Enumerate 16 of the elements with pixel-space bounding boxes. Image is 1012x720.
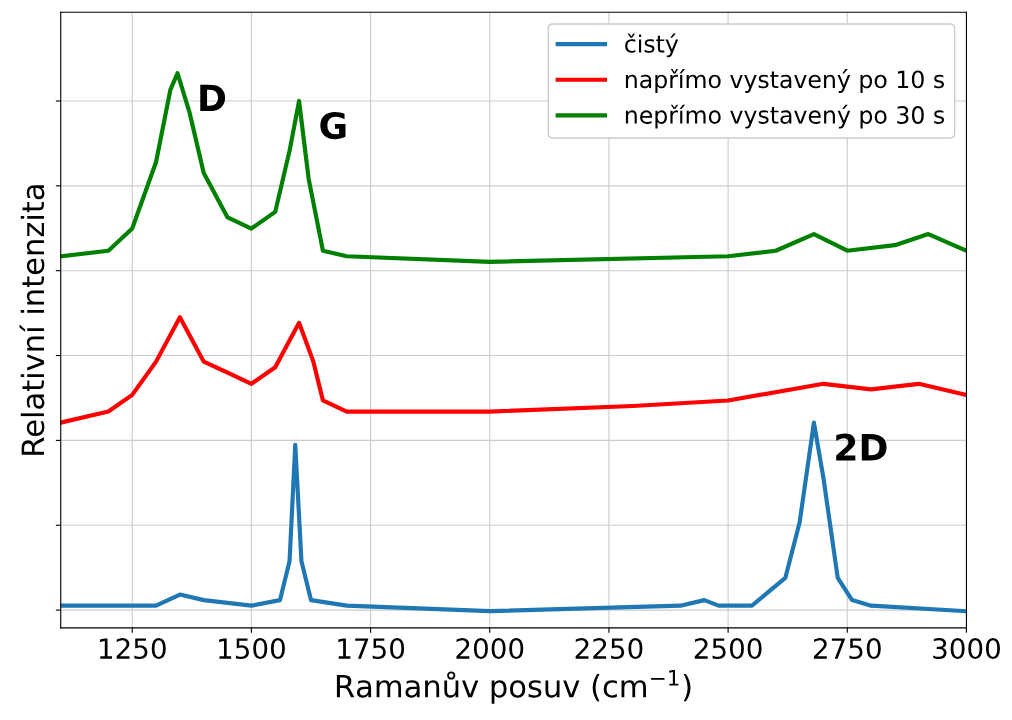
x-tick-label: 3000 bbox=[933, 638, 1000, 660]
x-axis-title: Ramanův posuv (cm$^{−1}$) bbox=[336, 670, 691, 704]
annotation: 2D bbox=[836, 433, 887, 461]
x-tick-label: 1750 bbox=[338, 638, 405, 660]
x-tick-label: 1500 bbox=[219, 638, 285, 660]
x-tick-label: 2750 bbox=[813, 638, 881, 660]
x-tick-label: 1250 bbox=[99, 638, 166, 660]
x-tick-label: 2250 bbox=[575, 638, 643, 660]
annotation: D bbox=[200, 84, 226, 111]
legend-label: nepřímo vystavený po 30 s bbox=[625, 104, 945, 129]
legend-label: čistý bbox=[625, 33, 679, 58]
x-tick-label: 2000 bbox=[456, 638, 524, 660]
legend-label: napřímo vystavený po 10 s bbox=[625, 69, 944, 93]
annotation: G bbox=[320, 111, 346, 140]
y-axis-title: Relativní intenzita bbox=[19, 185, 45, 455]
x-tick-label: 2500 bbox=[694, 638, 762, 660]
